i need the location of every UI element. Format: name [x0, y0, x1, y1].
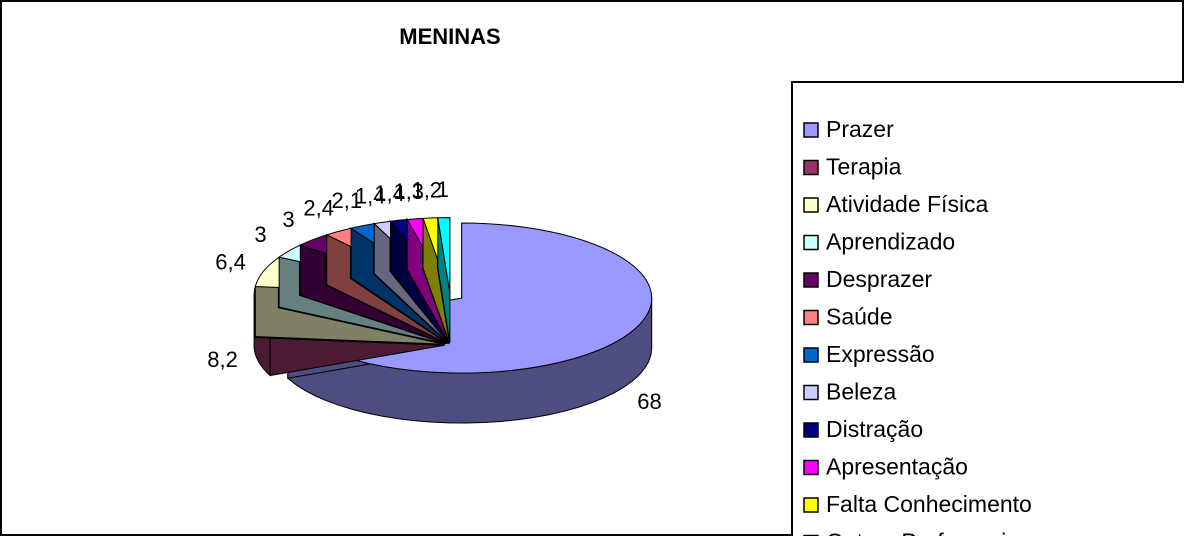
- legend-label: Expressão: [826, 341, 935, 367]
- data-label: 1,4: [374, 181, 405, 206]
- data-label: 1,3: [393, 179, 424, 204]
- legend-swatch: [803, 197, 819, 213]
- legend-swatch: [803, 122, 819, 138]
- data-label: 2,1: [332, 188, 363, 213]
- data-label: 68: [637, 389, 661, 414]
- legend-swatch: [803, 234, 819, 251]
- legend-swatch: [803, 422, 819, 438]
- data-label: 1,2: [411, 178, 442, 203]
- chart-title: MENINAS: [399, 24, 500, 49]
- data-label: 3: [282, 207, 294, 232]
- data-label: 1: [437, 177, 449, 202]
- data-label: 6,4: [215, 250, 246, 275]
- slice-top: [437, 217, 451, 293]
- legend-label: Beleza: [826, 379, 897, 405]
- legend-label: Prazer: [826, 116, 894, 142]
- legend-label: Aprendizado: [826, 229, 955, 255]
- pie-slice: [437, 217, 451, 343]
- data-label: 1,4: [355, 184, 386, 209]
- legend-swatch: [803, 272, 819, 288]
- legend-swatch: [803, 459, 819, 476]
- legend-swatch: [803, 309, 819, 326]
- legend-box: [791, 81, 1184, 536]
- legend-swatch: [803, 159, 819, 176]
- legend-swatch: [803, 384, 819, 401]
- legend-label: Saúde: [826, 304, 893, 330]
- legend-swatch: [803, 347, 819, 363]
- data-label: 3: [254, 222, 266, 247]
- data-label: 8,2: [207, 347, 238, 372]
- legend-label: Desprazer: [826, 266, 932, 292]
- legend-label: Distração: [826, 416, 923, 442]
- legend-label: Atividade Física: [826, 191, 989, 217]
- legend-label: Falta Conhecimento: [826, 491, 1032, 517]
- legend-label: Apresentação: [826, 454, 968, 480]
- data-label: 2,4: [303, 196, 334, 221]
- legend-label: Terapia: [826, 154, 902, 180]
- legend-swatch: [803, 497, 819, 513]
- legend-label: Outras Preferencias: [826, 529, 1031, 536]
